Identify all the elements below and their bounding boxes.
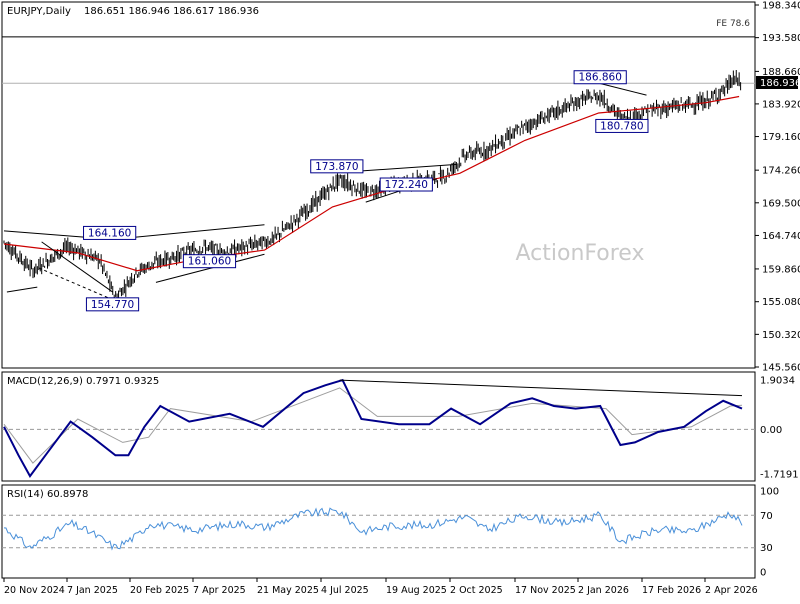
price-tick-label: 169.500 (762, 198, 800, 209)
rsi-tick-label: 70 (760, 511, 773, 522)
price-annotation-label: 154.770 (91, 299, 134, 311)
price-annotation-box (573, 70, 627, 85)
trendline (155, 253, 265, 283)
price-tick-label: 188.660 (762, 67, 800, 78)
date-tick-label: 2 Jan 2026 (578, 585, 629, 596)
candlestick-series (3, 69, 742, 307)
date-tick-label: 4 Jul 2025 (321, 585, 369, 596)
price-tick-label: 183.920 (762, 99, 800, 110)
last-price-label: 186.936 (760, 78, 800, 89)
rsi-header: RSI(14) 60.8978 (7, 489, 88, 500)
fe-label: FE 78.6 (716, 19, 750, 29)
date-tick-label: 17 Nov 2025 (515, 585, 576, 596)
rsi-tick-label: 100 (760, 487, 779, 498)
price-annotation-label: 172.240 (385, 179, 428, 191)
macd-trendline (339, 379, 743, 397)
price-annotation-box (83, 225, 137, 240)
axis-labels: 198.340 193.580 188.660 183.920 179.160 174.2… (3, 1, 800, 596)
date-tick-label: 7 Apr 2025 (193, 585, 246, 596)
trendline (115, 224, 265, 240)
last-price-badge (756, 76, 798, 89)
price-annotation-label: 186.860 (578, 72, 621, 84)
ohlc-readout: 186.651 186.946 186.617 186.936 (84, 6, 259, 17)
rsi-tick-label: 0 (760, 568, 766, 579)
price-annotation-box (595, 118, 649, 133)
date-tick-label: 2 Oct 2025 (450, 585, 503, 596)
price-tick-label: 179.160 (762, 132, 800, 143)
date-tick-label: 20 Feb 2025 (130, 585, 189, 596)
rsi-tick-label: 30 (760, 543, 773, 554)
price-tick-label: 159.860 (762, 264, 800, 275)
date-tick-label: 21 May 2025 (257, 585, 319, 596)
price-annotation-box (182, 254, 237, 269)
price-tick-label: 198.340 (762, 1, 800, 12)
date-tick-label: 20 Nov 2024 (4, 585, 65, 596)
trendline (6, 286, 38, 293)
price-pane-frame (1, 1, 756, 369)
price-tick-label: 150.320 (762, 330, 800, 341)
price-annotation-label: 173.870 (315, 161, 358, 173)
price-annotation-label: 161.060 (188, 256, 231, 268)
macd-line (3, 378, 743, 478)
macd-tick-label: 0.00 (760, 425, 782, 436)
price-annotation-label: 164.160 (88, 227, 131, 239)
date-tick-label: 7 Jan 2025 (67, 585, 118, 596)
price-tick-label: 174.260 (762, 166, 800, 177)
date-tick-label: 2 Apr 2026 (705, 585, 758, 596)
trendline (41, 241, 113, 293)
macd-plot (2, 378, 755, 478)
watermark: ActionForex (516, 241, 645, 266)
symbol-label: EURJPY,Daily (7, 6, 71, 17)
macd-header: MACD(12,26,9) 0.7971 0.9325 (7, 376, 159, 387)
dashed-trendline (38, 267, 116, 302)
price-annotation-label: 180.780 (600, 120, 643, 132)
price-annotation-box (310, 159, 364, 174)
price-tick-label: 164.740 (762, 231, 800, 242)
price-annotation-box (379, 177, 433, 192)
date-tick-label: 19 Aug 2025 (386, 585, 447, 596)
macd-signal-line (3, 387, 743, 464)
macd-tick-label: -1.7191 (760, 470, 799, 481)
date-tick-label: 17 Feb 2026 (642, 585, 701, 596)
trendline (600, 82, 647, 96)
price-tick-label: 193.580 (762, 33, 800, 44)
rsi-plot (2, 507, 755, 551)
price-tick-label: 145.560 (762, 363, 800, 374)
price-tick-label: 155.080 (762, 297, 800, 308)
rsi-pane-frame (1, 484, 756, 579)
price-annotation-box (85, 297, 140, 312)
rsi-line (3, 507, 743, 551)
macd-pane-frame (1, 371, 756, 482)
price-plot: 164.160 154.770 161.060 173.870 172.240 186.8… (2, 36, 755, 312)
macd-tick-label: 1.9034 (760, 376, 795, 387)
